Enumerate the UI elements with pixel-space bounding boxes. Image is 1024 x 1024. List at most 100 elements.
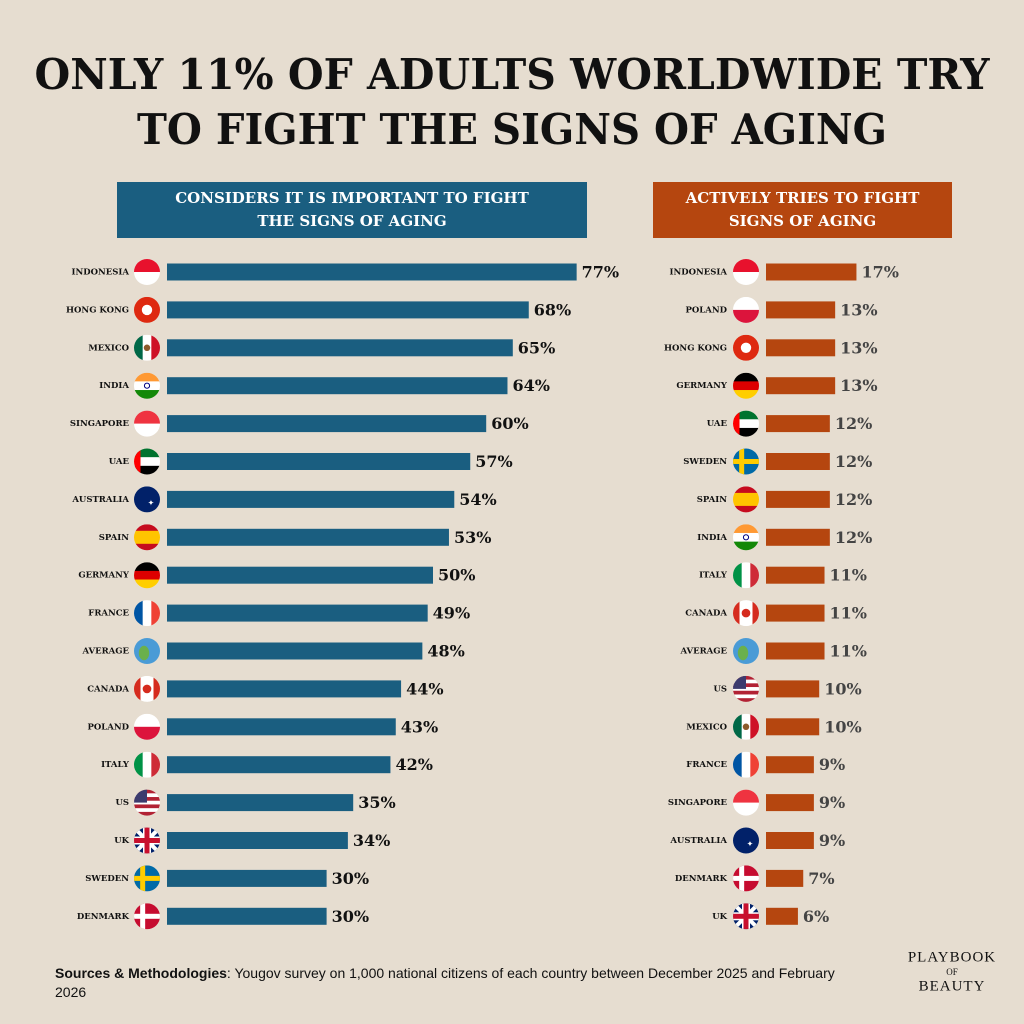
category-label: HONG KONG xyxy=(664,343,727,353)
category-label: AVERAGE xyxy=(680,647,728,657)
flag xyxy=(134,865,160,892)
bar xyxy=(167,604,428,622)
value-label: 43% xyxy=(401,717,438,736)
bar xyxy=(167,415,487,433)
bar xyxy=(766,339,836,357)
value-label: 60% xyxy=(491,414,528,433)
flag xyxy=(733,486,759,513)
bar xyxy=(766,453,830,470)
flag xyxy=(733,865,759,892)
flag xyxy=(134,334,160,361)
value-label: 12% xyxy=(835,528,872,547)
value-label: 50% xyxy=(438,566,475,585)
flag xyxy=(134,259,160,285)
category-label: AVERAGE xyxy=(82,647,130,657)
value-label: 77% xyxy=(582,263,619,282)
value-label: 42% xyxy=(395,755,432,774)
flag: ✦ xyxy=(733,827,759,854)
value-label: 53% xyxy=(454,528,491,547)
flag xyxy=(733,448,759,475)
flag xyxy=(134,372,160,399)
value-label: 13% xyxy=(840,376,877,395)
flag xyxy=(134,713,160,740)
bar xyxy=(167,339,513,357)
bar xyxy=(167,301,529,319)
category-label: GERMANY xyxy=(78,571,130,581)
category-label: SWEDEN xyxy=(683,457,727,467)
flag xyxy=(134,600,160,627)
bar xyxy=(766,718,820,736)
bar xyxy=(766,756,814,774)
value-label: 12% xyxy=(835,490,872,509)
flag xyxy=(733,296,759,323)
category-label: US xyxy=(115,798,129,808)
flag xyxy=(733,903,759,930)
category-label: UK xyxy=(114,836,129,846)
svg-text:✦: ✦ xyxy=(747,840,754,849)
flag xyxy=(733,638,759,664)
flag xyxy=(733,259,759,285)
bar xyxy=(167,566,433,584)
value-label: 6% xyxy=(803,907,829,926)
category-label: ITALY xyxy=(101,760,130,770)
source-note: Sources & Methodologies: Yougov survey o… xyxy=(55,964,855,1002)
value-label: 65% xyxy=(518,338,555,357)
bar xyxy=(766,604,825,622)
value-label: 30% xyxy=(332,907,369,926)
value-label: 7% xyxy=(808,869,834,888)
svg-text:✦: ✦ xyxy=(148,498,155,507)
value-label: 64% xyxy=(512,376,549,395)
flag xyxy=(134,448,160,475)
bar xyxy=(167,490,455,508)
category-label: GERMANY xyxy=(676,381,728,391)
bar xyxy=(766,794,814,812)
bar xyxy=(766,566,825,584)
category-label: AUSTRALIA xyxy=(71,495,129,505)
bar xyxy=(167,794,354,812)
bar xyxy=(167,907,327,925)
category-label: UAE xyxy=(707,419,728,429)
category-label: CANADA xyxy=(87,684,129,694)
category-label: SINGAPORE xyxy=(70,419,130,429)
value-label: 10% xyxy=(824,679,861,698)
category-label: UAE xyxy=(109,457,130,467)
bar xyxy=(766,907,798,925)
source-label: Sources & Methodologies xyxy=(55,965,227,981)
header-title: CONSIDERS IT IS IMPORTANT TO FIGHT xyxy=(175,189,529,207)
bar xyxy=(766,642,825,660)
flag xyxy=(733,524,759,551)
value-label: 57% xyxy=(475,452,512,471)
flag xyxy=(134,296,160,323)
category-label: FRANCE xyxy=(88,609,129,619)
value-label: 9% xyxy=(819,793,845,812)
category-label: HONG KONG xyxy=(66,305,129,315)
bar xyxy=(167,869,327,887)
category-label: INDONESIA xyxy=(72,268,130,278)
flag xyxy=(134,675,160,702)
category-label: AUSTRALIA xyxy=(669,836,727,846)
bar xyxy=(167,453,471,470)
category-label: US xyxy=(713,684,727,694)
value-label: 11% xyxy=(830,642,867,661)
flag xyxy=(733,372,759,399)
flag xyxy=(134,903,160,930)
value-label: 11% xyxy=(830,566,867,585)
flag xyxy=(733,562,759,589)
flag xyxy=(733,334,759,361)
category-label: DENMARK xyxy=(77,912,130,922)
flag xyxy=(134,827,160,854)
logo: OF xyxy=(946,967,958,977)
category-label: SINGAPORE xyxy=(668,798,728,808)
value-label: 11% xyxy=(830,604,867,623)
value-label: 30% xyxy=(332,869,369,888)
bar xyxy=(766,263,857,281)
value-label: 49% xyxy=(433,604,470,623)
value-label: 54% xyxy=(459,490,496,509)
bar xyxy=(167,718,396,736)
bar xyxy=(766,415,830,433)
bar xyxy=(766,869,804,887)
bar xyxy=(766,832,814,849)
header-title: ACTIVELY TRIES TO FIGHT xyxy=(685,189,921,207)
category-label: POLAND xyxy=(685,305,727,315)
